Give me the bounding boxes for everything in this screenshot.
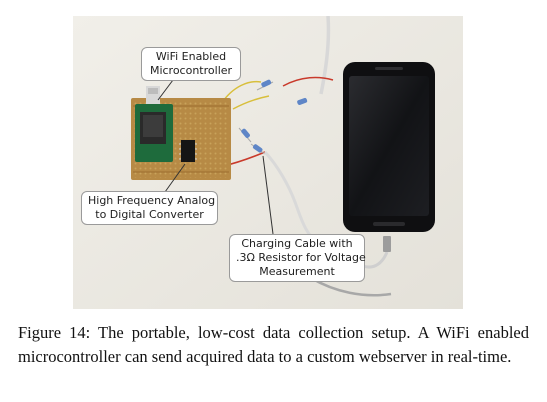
wire-red-upper xyxy=(282,76,334,87)
figure-caption: Figure 14: The portable, low-cost data c… xyxy=(18,323,529,366)
callout-cable-line-1: Charging Cable with xyxy=(241,237,353,250)
callout-cable-line-3: Measurement xyxy=(259,265,335,278)
pointer-cable xyxy=(262,155,274,235)
smartphone xyxy=(343,62,435,232)
callout-adc-line-1: High Frequency Analog xyxy=(88,194,216,207)
usb-connector xyxy=(383,236,391,252)
resistor-2 xyxy=(238,127,252,143)
usb-cable-top xyxy=(319,16,331,95)
callout-wifi-line-2: Microcontroller xyxy=(149,64,233,77)
resistor-1 xyxy=(256,79,274,91)
charging-cable xyxy=(263,150,320,246)
callout-wifi-line-1: WiFi Enabled xyxy=(155,50,227,63)
adc-chip xyxy=(179,140,197,162)
callout-cable-line-2: .3Ω Resistor for Voltage xyxy=(236,251,366,264)
wire-yellow-2 xyxy=(232,95,270,110)
resistor-3 xyxy=(250,143,266,155)
callout-wifi-microcontroller: WiFi Enabled Microcontroller xyxy=(141,47,241,81)
callout-charging-cable: Charging Cable with .3Ω Resistor for Vol… xyxy=(229,234,366,282)
callout-adc: High Frequency Analog to Digital Convert… xyxy=(81,191,218,225)
pointer-adc xyxy=(164,163,186,193)
microcontroller-module xyxy=(135,86,173,162)
callout-adc-line-2: to Digital Converter xyxy=(95,208,204,221)
resistor-4 xyxy=(297,97,308,105)
pointer-wifi xyxy=(157,79,174,101)
